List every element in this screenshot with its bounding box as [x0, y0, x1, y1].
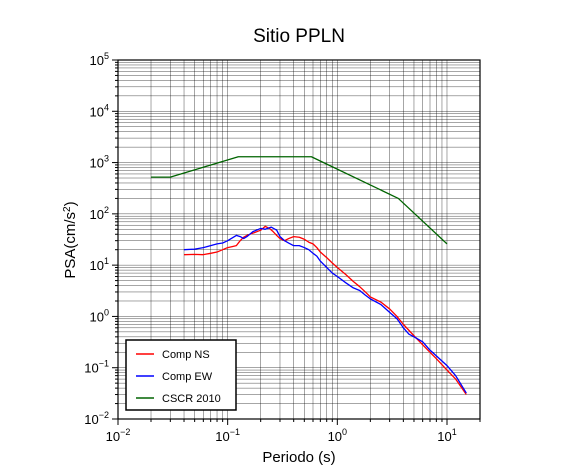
x-tick-label: 100 [328, 427, 347, 444]
y-tick-label: 101 [90, 256, 109, 273]
x-tick-label: 101 [437, 427, 456, 444]
x-tick-labels: 10−2 10−1 100 101 [106, 427, 457, 444]
y-tick-label: 10−2 [84, 410, 109, 427]
legend-label-comp-ew: Comp EW [162, 371, 213, 383]
tick-marks [112, 59, 481, 425]
y-tick-label: 10−1 [84, 359, 109, 376]
legend: Comp NS Comp EW CSCR 2010 [125, 339, 237, 411]
series-line-comp-ns [184, 225, 467, 395]
y-tick-label: 102 [90, 205, 109, 222]
series-line-comp-ew [183, 226, 467, 394]
series-lines [151, 156, 467, 395]
grid [117, 59, 481, 420]
legend-label-comp-ns: Comp NS [162, 349, 210, 361]
y-axis-label: PSA(cm/s2) [62, 201, 80, 278]
x-tick-label: 10−1 [215, 427, 240, 444]
y-tick-label: 105 [90, 51, 109, 68]
legend-label-cscr-2010: CSCR 2010 [162, 393, 221, 405]
x-axis-label: Periodo (s) [262, 449, 335, 466]
y-tick-labels: 10−2 10−1 100 101 102 103 104 105 [84, 51, 109, 427]
y-tick-label: 103 [90, 154, 109, 171]
x-tick-label: 10−2 [106, 427, 131, 444]
series-line-cscr-2010 [151, 156, 448, 245]
y-tick-label: 100 [90, 307, 109, 324]
y-tick-label: 104 [90, 102, 109, 119]
plot-frame [117, 59, 481, 420]
chart-title: Sitio PPLN [253, 26, 345, 47]
